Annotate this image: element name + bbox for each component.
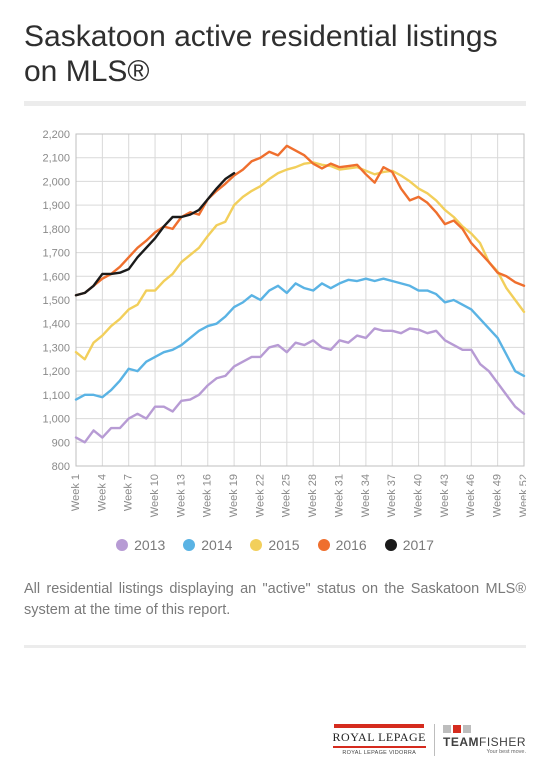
svg-text:Week 19: Week 19 (228, 474, 240, 517)
svg-text:Week 43: Week 43 (439, 474, 451, 517)
title-rule (24, 101, 526, 106)
svg-text:1,700: 1,700 (42, 248, 70, 260)
legend-label: 2016 (336, 537, 367, 553)
svg-text:1,800: 1,800 (42, 224, 70, 236)
svg-text:Week 1: Week 1 (70, 474, 82, 511)
legend-label: 2017 (403, 537, 434, 553)
chart-svg: 800 900 1,000 1,100 1,200 1,300 1,400 1,500 1,60… (24, 126, 526, 531)
legend-dot-icon (183, 539, 195, 551)
footer-logos: ROYAL LEPAGE ROYAL LEPAGE VIDORRA TEAMFI… (333, 724, 526, 756)
svg-text:Week 34: Week 34 (360, 474, 372, 517)
svg-text:1,200: 1,200 (42, 366, 70, 378)
line-chart: 800 900 1,000 1,100 1,200 1,300 1,400 1,500 1,60… (24, 126, 526, 531)
footer-divider (434, 724, 435, 756)
legend-item: 2014 (183, 537, 232, 553)
royal-lepage-logo: ROYAL LEPAGE ROYAL LEPAGE VIDORRA (333, 724, 426, 756)
teamfisher-logo: TEAMFISHER Your best move. (443, 725, 526, 755)
legend-item: 2017 (385, 537, 434, 553)
svg-text:Week 37: Week 37 (386, 474, 398, 517)
page-title: Saskatoon active residential listings on… (24, 20, 526, 89)
squares-icon (443, 725, 471, 733)
legend-item: 2016 (318, 537, 367, 553)
brand2-light: FISHER (479, 735, 526, 749)
chart-legend: 2013 2014 2015 2016 2017 (24, 537, 526, 553)
brand1-name: ROYAL LEPAGE (333, 730, 426, 748)
legend-label: 2014 (201, 537, 232, 553)
svg-text:2,100: 2,100 (42, 153, 70, 165)
svg-text:Week 22: Week 22 (254, 474, 266, 517)
svg-text:1,400: 1,400 (42, 319, 70, 331)
svg-text:1,100: 1,100 (42, 390, 70, 402)
legend-dot-icon (385, 539, 397, 551)
svg-text:1,000: 1,000 (42, 414, 70, 426)
legend-item: 2015 (250, 537, 299, 553)
svg-text:Week 52: Week 52 (518, 474, 526, 517)
legend-dot-icon (116, 539, 128, 551)
svg-text:2,200: 2,200 (42, 129, 70, 141)
footer-rule (24, 645, 526, 648)
svg-text:Week 28: Week 28 (307, 474, 319, 517)
svg-text:Week 10: Week 10 (149, 474, 161, 517)
svg-text:1,600: 1,600 (42, 271, 70, 283)
svg-text:Week 25: Week 25 (281, 474, 293, 517)
svg-text:Week 16: Week 16 (202, 474, 214, 517)
legend-dot-icon (318, 539, 330, 551)
svg-text:2,000: 2,000 (42, 176, 70, 188)
legend-label: 2013 (134, 537, 165, 553)
svg-text:Week 7: Week 7 (123, 474, 135, 511)
brand2-name: TEAMFISHER (443, 735, 526, 749)
svg-text:Week 49: Week 49 (492, 474, 504, 517)
svg-text:1,900: 1,900 (42, 200, 70, 212)
svg-text:Week 13: Week 13 (175, 474, 187, 517)
svg-text:800: 800 (52, 461, 70, 473)
svg-text:1,500: 1,500 (42, 295, 70, 307)
svg-text:900: 900 (52, 437, 70, 449)
svg-text:1,300: 1,300 (42, 342, 70, 354)
svg-text:Week 31: Week 31 (333, 474, 345, 517)
chart-caption: All residential listings displaying an "… (24, 579, 526, 621)
brand2-bold: TEAM (443, 735, 479, 749)
svg-text:Week 40: Week 40 (412, 474, 424, 517)
brand2-tagline: Your best move. (486, 749, 526, 755)
brand1-sub: ROYAL LEPAGE VIDORRA (342, 750, 416, 756)
legend-label: 2015 (268, 537, 299, 553)
legend-dot-icon (250, 539, 262, 551)
svg-text:Week 4: Week 4 (96, 474, 108, 511)
legend-item: 2013 (116, 537, 165, 553)
svg-text:Week 46: Week 46 (465, 474, 477, 517)
page: Saskatoon active residential listings on… (0, 0, 550, 774)
logo-bar-icon (334, 724, 424, 728)
